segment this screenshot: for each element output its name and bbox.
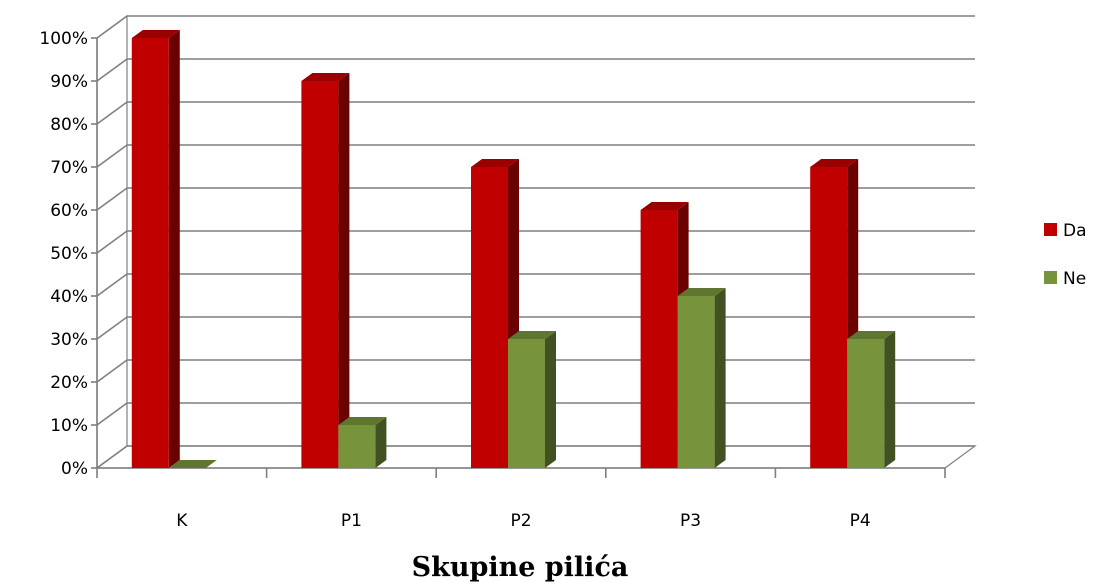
legend-swatch bbox=[1044, 223, 1057, 236]
gridline bbox=[96, 273, 975, 297]
x-tick-label: P3 bbox=[680, 511, 701, 531]
bar-front bbox=[131, 38, 169, 468]
bar-ne-p2 bbox=[508, 331, 556, 468]
bar-side bbox=[545, 331, 556, 468]
bar-top bbox=[471, 159, 519, 167]
bars bbox=[131, 30, 896, 468]
bar-top bbox=[677, 288, 726, 296]
y-tick-label: 40% bbox=[50, 287, 88, 307]
y-tick-label: 100% bbox=[39, 29, 88, 49]
y-tick-label: 80% bbox=[50, 115, 88, 135]
legend-item-ne: Ne bbox=[1044, 269, 1086, 289]
y-tick-label: 20% bbox=[50, 373, 88, 393]
bar-ne-p3 bbox=[677, 288, 726, 468]
y-tick-label: 30% bbox=[50, 330, 88, 350]
x-tick-label: P2 bbox=[510, 511, 531, 531]
bar-side bbox=[714, 288, 726, 468]
y-tick-label: 0% bbox=[61, 459, 88, 479]
bar-front bbox=[810, 167, 848, 468]
x-tick-label: P1 bbox=[341, 511, 362, 531]
gridline bbox=[96, 187, 975, 211]
legend-label: Da bbox=[1063, 221, 1087, 241]
bar-da-p2 bbox=[471, 159, 519, 468]
y-tick-label: 90% bbox=[50, 72, 88, 92]
gridline bbox=[96, 144, 975, 168]
gridline bbox=[96, 230, 975, 254]
x-tick-label: K bbox=[176, 511, 188, 531]
bar-front bbox=[677, 296, 715, 468]
bar-front bbox=[508, 339, 545, 468]
legend-label: Ne bbox=[1063, 269, 1086, 289]
bar-top bbox=[301, 73, 350, 81]
x-tick-label: P4 bbox=[850, 511, 871, 531]
bar-top bbox=[168, 460, 217, 468]
bar-front bbox=[847, 339, 885, 468]
bar-top bbox=[338, 417, 387, 425]
legend: Da Ne bbox=[1044, 221, 1087, 289]
bar-ne-p4 bbox=[847, 331, 896, 468]
gridline bbox=[96, 15, 975, 39]
legend-swatch bbox=[1044, 271, 1057, 284]
gridline bbox=[96, 58, 975, 82]
bar-side bbox=[168, 30, 180, 468]
gridlines bbox=[96, 15, 975, 469]
legend-item-da: Da bbox=[1044, 221, 1087, 241]
bar-da-p1 bbox=[301, 73, 350, 468]
y-tick-label: 70% bbox=[50, 158, 88, 178]
y-axis: 0% 10% 20% 30% 40% 50% 60% 70% 80% 90% 100% bbox=[39, 29, 97, 479]
bar-top bbox=[131, 30, 180, 38]
bar-side bbox=[338, 73, 350, 468]
bar-ne-k bbox=[168, 460, 217, 468]
y-tick-label: 60% bbox=[50, 201, 88, 221]
bar-side bbox=[884, 331, 896, 468]
bar-top bbox=[810, 159, 859, 167]
bar-ne-p1 bbox=[338, 417, 387, 468]
bar-front bbox=[301, 81, 339, 468]
bar-front bbox=[338, 425, 376, 468]
gridline bbox=[96, 101, 975, 125]
bar-top bbox=[640, 202, 689, 210]
bar-top bbox=[508, 331, 556, 339]
bar-front bbox=[640, 210, 678, 468]
y-tick-label: 10% bbox=[50, 416, 88, 436]
bar-top bbox=[847, 331, 896, 339]
y-tick-label: 50% bbox=[50, 244, 88, 264]
bar-side bbox=[375, 417, 387, 468]
bar-da-k bbox=[131, 30, 180, 468]
x-axis-title: Skupine pilića bbox=[412, 552, 629, 583]
bar-front bbox=[471, 167, 508, 468]
